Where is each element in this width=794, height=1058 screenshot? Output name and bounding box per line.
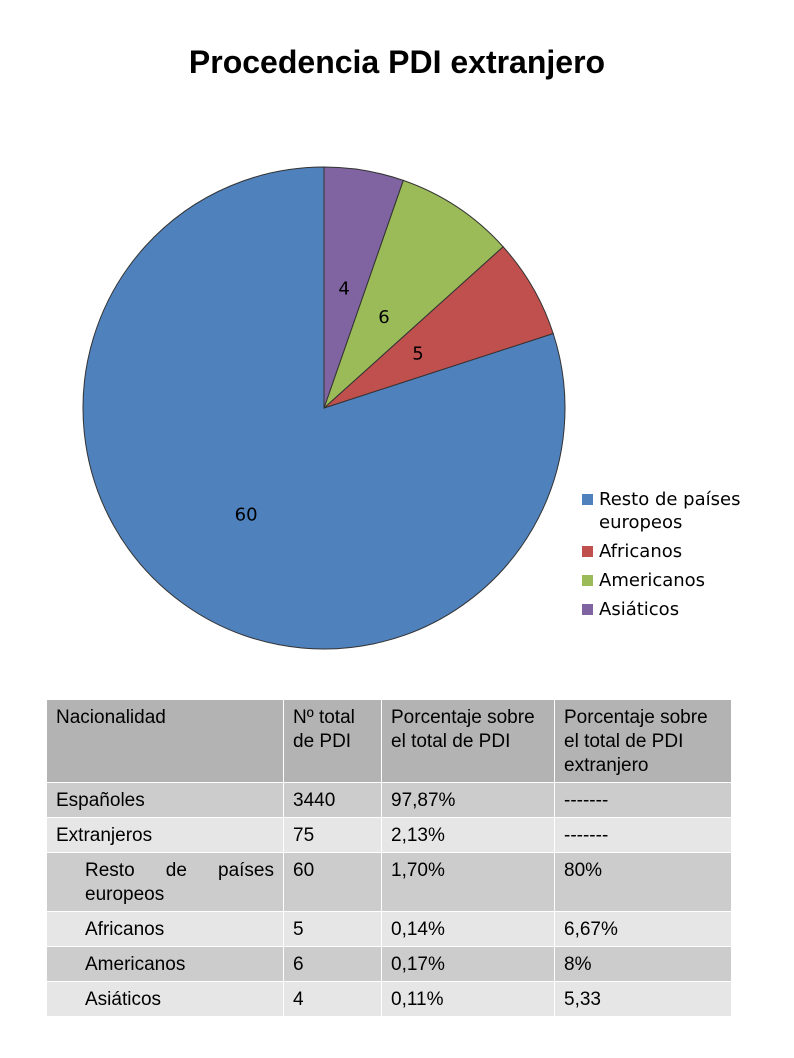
header-nacionalidad: Nacionalidad xyxy=(46,699,284,783)
header-porcentaje-total: Porcentaje sobre el total de PDI xyxy=(381,699,555,783)
legend-item-americanos: Americanos xyxy=(582,569,782,592)
pie-slice-asiaticos xyxy=(323,166,404,409)
cell-porcentaje-total: 0,14% xyxy=(381,911,555,947)
cell-nacionalidad: Africanos xyxy=(46,911,284,947)
legend-label-asiaticos: Asiáticos xyxy=(599,599,680,620)
data-label-africanos: 5 xyxy=(412,343,423,364)
data-table: Nacionalidad Nº total de PDI Porcentaje … xyxy=(46,699,732,1017)
cell-nacionalidad: Extranjeros xyxy=(46,817,284,853)
table-header-row: Nacionalidad Nº total de PDI Porcentaje … xyxy=(46,699,732,783)
table-row: Extranjeros 75 2,13% ------- xyxy=(46,817,732,853)
legend-label-americanos: Americanos xyxy=(599,570,706,591)
header-total-pdi: Nº total de PDI xyxy=(283,699,382,783)
cell-total: 75 xyxy=(283,817,382,853)
pie-chart: 60 5 6 4 xyxy=(82,166,566,650)
data-label-americanos: 6 xyxy=(378,307,389,328)
cell-total: 5 xyxy=(283,911,382,947)
cell-porcentaje-total: 97,87% xyxy=(381,782,555,818)
legend-swatch-americanos xyxy=(582,575,593,586)
table-row: Asiáticos 4 0,11% 5,33 xyxy=(46,981,732,1017)
pie-slice-americanos xyxy=(323,179,504,409)
data-label-asiaticos: 4 xyxy=(338,279,349,300)
cell-porcentaje-extranjero: 5,33 xyxy=(554,981,732,1017)
cell-porcentaje-extranjero: ------- xyxy=(554,817,732,853)
cell-porcentaje-extranjero: ------- xyxy=(554,782,732,818)
cell-porcentaje-total: 2,13% xyxy=(381,817,555,853)
cell-porcentaje-extranjero: 8% xyxy=(554,946,732,982)
legend-swatch-africanos xyxy=(582,546,593,557)
cell-porcentaje-extranjero: 6,67% xyxy=(554,911,732,947)
cell-nacionalidad: Resto de países europeos xyxy=(46,852,284,912)
legend-item-resto-europeos: Resto de países europeos xyxy=(582,488,782,534)
table-row: Españoles 3440 97,87% ------- xyxy=(46,782,732,818)
legend-item-asiaticos: Asiáticos xyxy=(582,598,782,621)
legend-item-africanos: Africanos xyxy=(582,540,782,563)
chart-title: Procedencia PDI extranjero xyxy=(188,44,606,80)
cell-total: 60 xyxy=(283,852,382,912)
table-row: Americanos 6 0,17% 8% xyxy=(46,946,732,982)
chart-legend: Resto de países europeos Africanos Ameri… xyxy=(582,488,782,627)
data-label-resto-europeos: 60 xyxy=(235,505,258,526)
cell-total: 6 xyxy=(283,946,382,982)
legend-label-resto-europeos: Resto de países europeos xyxy=(599,489,741,533)
cell-nacionalidad: Españoles xyxy=(46,782,284,818)
cell-total: 4 xyxy=(283,981,382,1017)
legend-label-africanos: Africanos xyxy=(599,541,683,562)
cell-nacionalidad: Americanos xyxy=(46,946,284,982)
header-porcentaje-extranjero: Porcentaje sobre el total de PDI extranj… xyxy=(554,699,732,783)
table-row: Resto de países europeos 60 1,70% 80% xyxy=(46,852,732,912)
legend-swatch-resto-europeos xyxy=(582,494,593,505)
table-row: Africanos 5 0,14% 6,67% xyxy=(46,911,732,947)
cell-porcentaje-total: 0,17% xyxy=(381,946,555,982)
cell-porcentaje-total: 1,70% xyxy=(381,852,555,912)
cell-nacionalidad: Asiáticos xyxy=(46,981,284,1017)
cell-porcentaje-extranjero: 80% xyxy=(554,852,732,912)
cell-total: 3440 xyxy=(283,782,382,818)
legend-swatch-asiaticos xyxy=(582,604,593,615)
pie-slice-resto-europeos xyxy=(82,166,566,650)
cell-porcentaje-total: 0,11% xyxy=(381,981,555,1017)
